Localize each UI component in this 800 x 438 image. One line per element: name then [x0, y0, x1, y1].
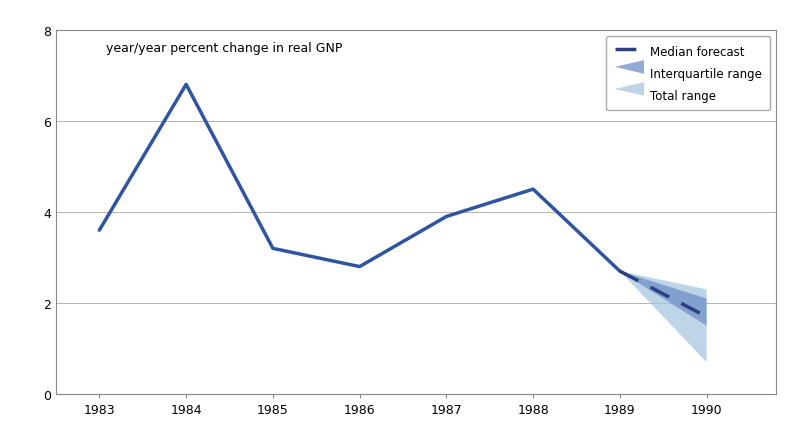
- Legend: Median forecast, Interquartile range, Total range: Median forecast, Interquartile range, To…: [606, 36, 770, 111]
- Text: year/year percent change in real GNP: year/year percent change in real GNP: [106, 42, 342, 55]
- Polygon shape: [620, 272, 706, 362]
- Polygon shape: [620, 272, 706, 326]
